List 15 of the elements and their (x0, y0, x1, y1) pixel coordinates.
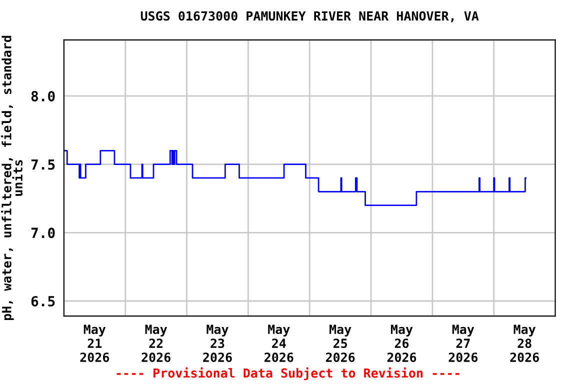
x-tick-label: May 26 2026 (387, 324, 416, 362)
y-axis-title: pH, water, unfiltered, field, standard units (1, 36, 23, 320)
y-tick-label: 7.0 (31, 228, 55, 238)
x-tick-label: May 22 2026 (142, 324, 170, 362)
x-tick-label: May 25 2026 (326, 324, 355, 362)
x-tick-label: May 28 2026 (510, 324, 539, 362)
x-tick-label: May 21 2026 (80, 324, 110, 362)
y-tick-label: 7.5 (31, 159, 55, 170)
y-tick-label: 8.0 (31, 90, 55, 102)
chart-title: USGS 01673000 PAMUNKEY RIVER NEAR HANOVER, VA (140, 11, 479, 22)
x-tick-label: May 23 2026 (203, 324, 232, 362)
x-tick-label: May 27 2026 (448, 324, 478, 362)
text: ---- Provisional Data Subject to Revision ---- (116, 367, 460, 380)
y-tick-label: 6.5 (31, 296, 55, 306)
x-tick-label: May 24 2026 (264, 324, 294, 362)
